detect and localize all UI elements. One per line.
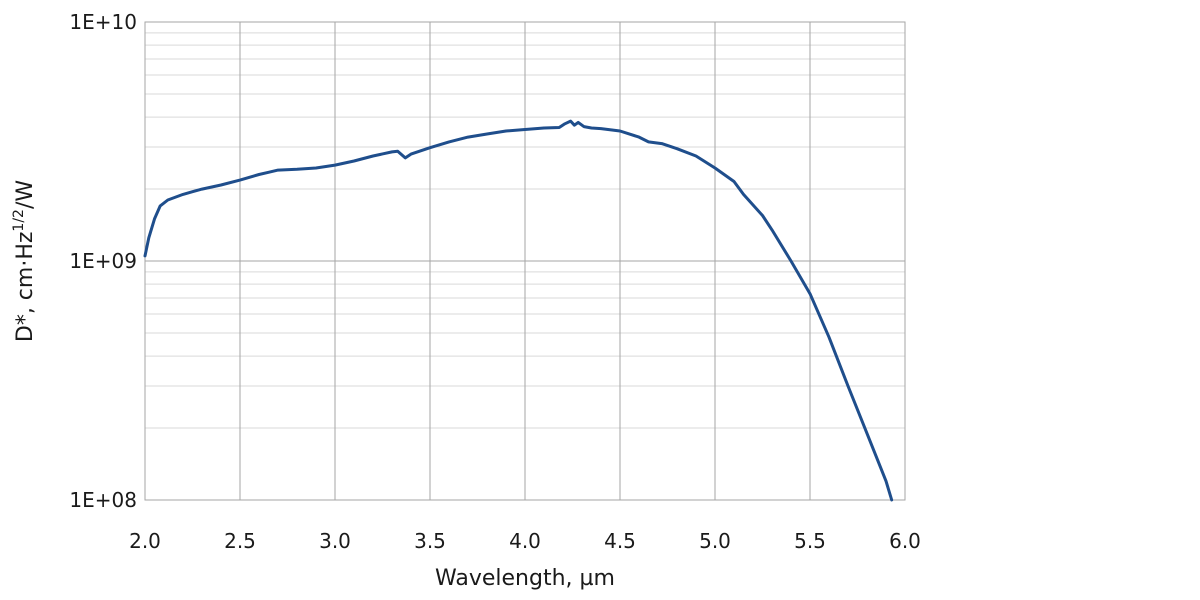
x-tick-label: 2.5	[224, 529, 256, 553]
series-line-d-star	[143, 119, 894, 502]
x-tick-label: 6.0	[889, 529, 921, 553]
x-tick-label: 5.0	[699, 529, 731, 553]
y-axis-title: D*, cm·Hz1/2/W	[11, 180, 38, 342]
y-tick-labels: 1E+10 1E+09 1E+08	[69, 10, 137, 512]
x-tick-label: 4.5	[604, 529, 636, 553]
plot-border	[144, 21, 906, 501]
x-tick-label: 2.0	[129, 529, 161, 553]
y-tick-label: 1E+08	[69, 488, 137, 512]
plot-area	[143, 21, 906, 502]
x-tick-label: 4.0	[509, 529, 541, 553]
x-tick-labels: 2.0 2.5 3.0 3.5 4.0 4.5 5.0 5.5 6.0	[129, 529, 921, 553]
x-tick-label: 3.0	[319, 529, 351, 553]
y-axis-title-main: D*, cm·Hz	[13, 232, 38, 343]
x-tick-label: 5.5	[794, 529, 826, 553]
y-axis-title-tail: /W	[13, 180, 38, 209]
y-axis-title-sup: 1/2	[11, 209, 27, 232]
x-axis-title: Wavelength, µm	[435, 566, 615, 591]
y-tick-label: 1E+09	[69, 249, 137, 273]
y-tick-label: 1E+10	[69, 10, 137, 34]
x-tick-label: 3.5	[414, 529, 446, 553]
